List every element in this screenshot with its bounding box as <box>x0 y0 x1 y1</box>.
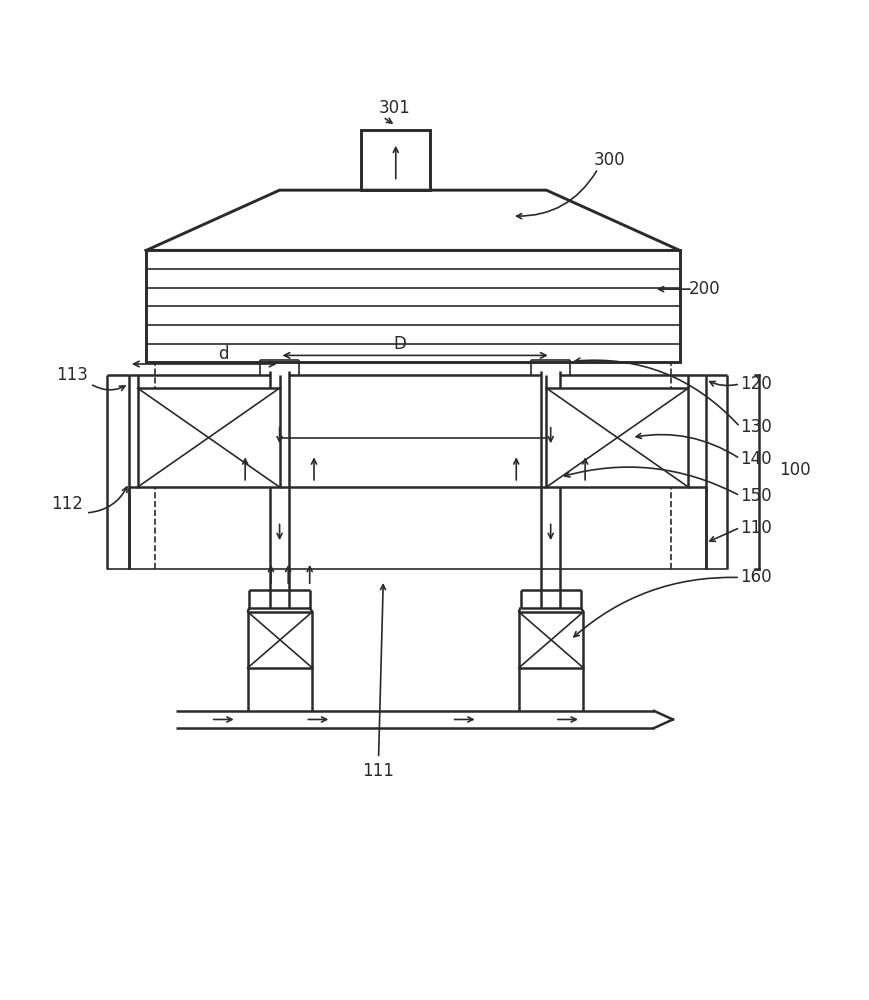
Text: 160: 160 <box>740 568 772 586</box>
Text: 113: 113 <box>56 366 88 384</box>
Text: 120: 120 <box>740 375 772 393</box>
Text: 111: 111 <box>362 762 395 780</box>
Bar <box>137 388 280 487</box>
Text: 130: 130 <box>740 418 772 436</box>
Text: 110: 110 <box>740 519 772 537</box>
Bar <box>519 612 583 668</box>
Bar <box>547 388 688 487</box>
Bar <box>362 130 430 190</box>
Bar <box>146 250 680 362</box>
Text: 112: 112 <box>51 495 83 513</box>
Text: d: d <box>218 345 229 363</box>
Text: 140: 140 <box>740 450 772 468</box>
Bar <box>248 612 312 668</box>
Text: 300: 300 <box>594 151 626 169</box>
Text: 150: 150 <box>740 487 772 505</box>
Text: 200: 200 <box>688 280 720 298</box>
Text: 100: 100 <box>779 461 811 479</box>
Text: D: D <box>394 335 407 353</box>
Text: 301: 301 <box>379 99 410 117</box>
